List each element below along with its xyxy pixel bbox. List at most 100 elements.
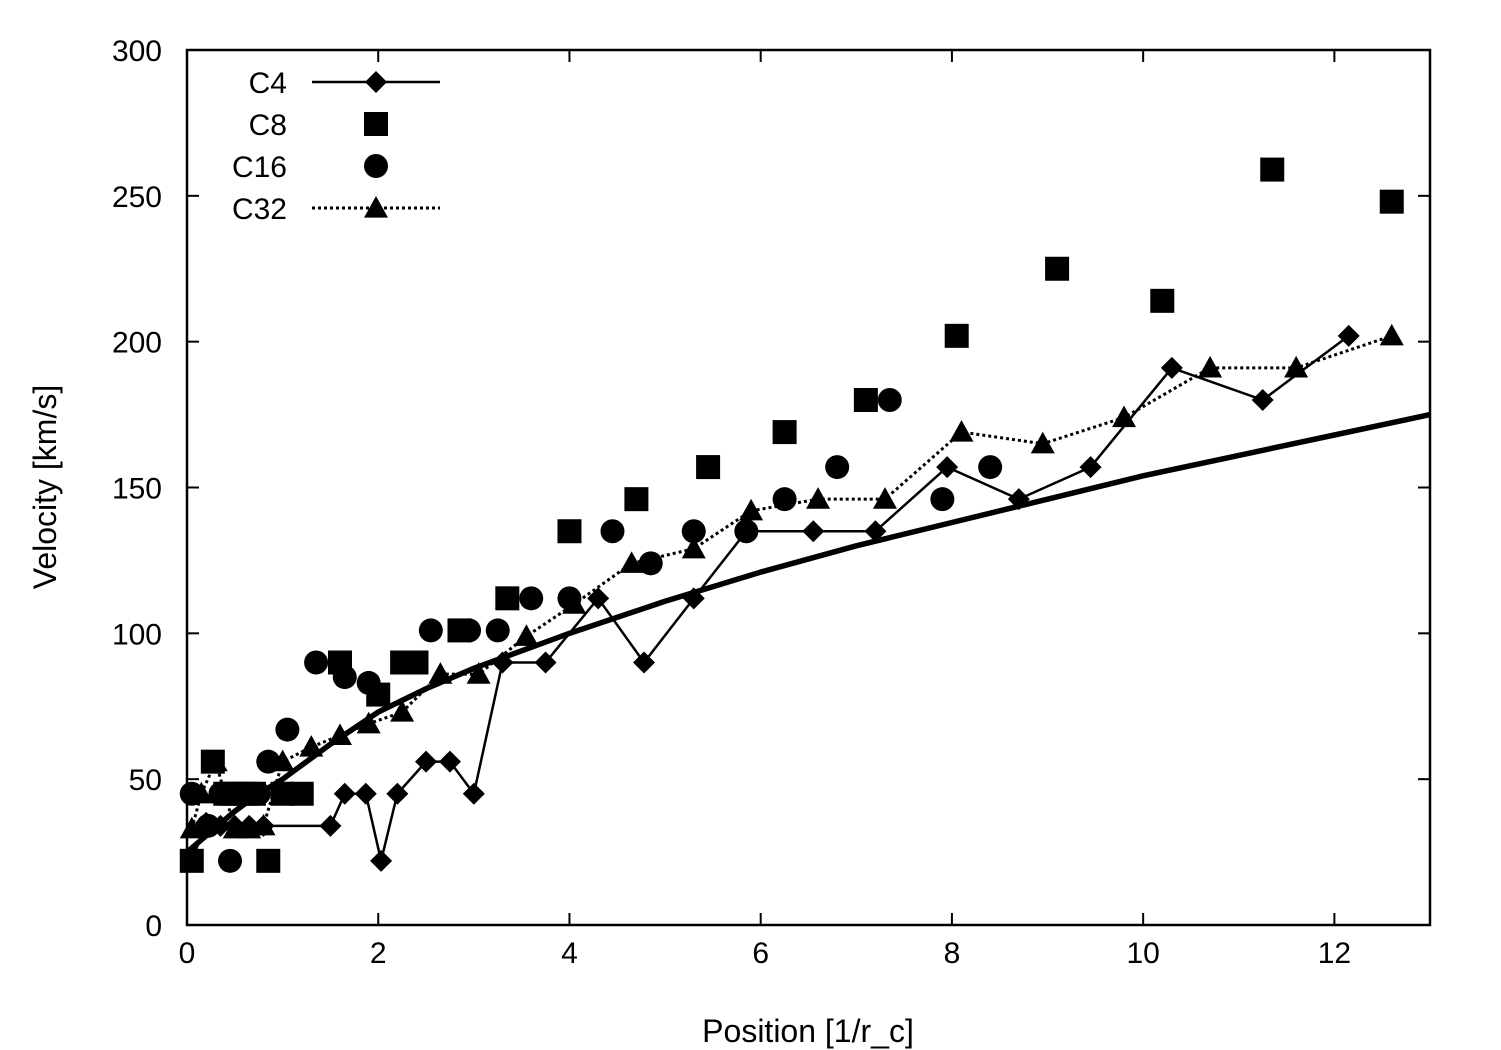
- data-point-c32: [872, 487, 897, 509]
- data-point-c4: [936, 456, 959, 479]
- y-axis-title: Velocity [km/s]: [27, 385, 63, 590]
- data-point-c8: [944, 323, 969, 348]
- data-point-c8: [179, 848, 204, 873]
- legend-marker-c8: [364, 112, 388, 136]
- data-point-c8: [624, 487, 649, 512]
- data-point-c32: [1198, 355, 1223, 378]
- series-line-c4: [190, 334, 1350, 863]
- data-point-c4: [386, 782, 409, 805]
- data-point-c32: [189, 781, 214, 804]
- series-group: [179, 157, 1404, 873]
- x-tick-label: 8: [944, 937, 961, 970]
- x-tick-label: 0: [179, 937, 196, 970]
- data-point-c16: [246, 781, 271, 806]
- data-point-c16: [519, 586, 544, 611]
- data-point-c4: [1251, 389, 1274, 411]
- axis-tick-labels: 0 2 4 6 8 10 12 0 50 100 150 200 250 300: [112, 35, 1351, 970]
- data-point-c16: [275, 717, 300, 742]
- data-point-c4: [462, 782, 485, 805]
- data-point-c4: [1160, 356, 1183, 379]
- y-tick-label: 150: [112, 473, 162, 506]
- data-point-c16: [825, 455, 850, 480]
- series-c32: [179, 323, 1404, 839]
- data-point-c32: [739, 498, 764, 521]
- y-tick-label: 250: [112, 181, 162, 214]
- data-point-c16: [772, 487, 797, 512]
- data-point-c4: [415, 750, 438, 773]
- x-tick-label: 12: [1318, 937, 1351, 970]
- legend-label-c8: C8: [249, 109, 287, 142]
- x-axis-title: Position [1/r_c]: [702, 1013, 914, 1049]
- data-point-c8: [772, 420, 797, 445]
- data-point-c4: [1007, 488, 1030, 511]
- data-point-c16: [978, 455, 1003, 480]
- data-point-c4: [491, 651, 514, 674]
- data-point-c32: [466, 662, 491, 684]
- data-point-c8: [495, 586, 520, 611]
- data-point-c16: [356, 670, 381, 695]
- data-point-c16: [332, 665, 357, 690]
- data-point-c32: [619, 551, 644, 573]
- x-tick-label: 2: [370, 937, 387, 970]
- data-point-c8: [1150, 288, 1175, 313]
- legend-marker-c16: [364, 154, 388, 178]
- data-point-c4: [682, 587, 705, 610]
- data-point-c8: [1379, 189, 1404, 214]
- data-point-c4: [587, 587, 610, 610]
- data-point-c32: [390, 700, 415, 722]
- data-point-c16: [457, 618, 482, 643]
- data-point-c16: [681, 519, 706, 544]
- y-tick-label: 300: [112, 35, 162, 68]
- data-point-c16: [218, 848, 243, 873]
- data-point-c4: [633, 651, 656, 674]
- legend: C4 C8 C16 C32: [232, 67, 440, 226]
- legend-label-c16: C16: [232, 151, 287, 184]
- data-point-c4: [319, 814, 342, 837]
- data-point-c16: [196, 813, 221, 838]
- legend-label-c32: C32: [232, 193, 287, 226]
- data-point-c4: [438, 750, 461, 773]
- data-point-c4: [1337, 324, 1360, 347]
- y-tick-label: 100: [112, 618, 162, 651]
- data-point-c16: [734, 519, 759, 544]
- data-point-c4: [802, 520, 825, 543]
- data-point-c32: [179, 816, 204, 839]
- data-point-c4: [534, 651, 557, 674]
- data-point-c8: [853, 388, 878, 412]
- data-point-c16: [304, 650, 329, 675]
- legend-marker-c4: [365, 71, 387, 93]
- data-point-c4: [354, 782, 377, 805]
- series-c4: [180, 324, 1360, 872]
- data-point-c8: [557, 519, 582, 544]
- data-point-c32: [1030, 431, 1055, 454]
- data-point-c16: [208, 781, 233, 806]
- data-point-c32: [562, 592, 587, 614]
- data-point-c32: [1284, 355, 1309, 378]
- data-point-c8: [1045, 256, 1070, 281]
- data-point-c32: [356, 711, 381, 734]
- data-point-c4: [370, 849, 393, 872]
- data-point-c8: [696, 455, 721, 480]
- data-point-c32: [299, 735, 324, 757]
- data-point-c4: [864, 520, 887, 543]
- data-point-c32: [681, 536, 706, 559]
- legend-marker-c32: [364, 196, 388, 218]
- data-point-c32: [1379, 323, 1404, 346]
- data-point-c32: [1112, 405, 1137, 428]
- x-tick-label: 10: [1126, 937, 1159, 970]
- data-point-c8: [289, 781, 314, 806]
- y-tick-label: 0: [145, 910, 162, 943]
- data-point-c4: [333, 782, 356, 805]
- data-point-c16: [600, 519, 625, 544]
- data-point-c4: [1079, 456, 1102, 479]
- data-point-c32: [949, 420, 974, 442]
- series-line-c32: [190, 334, 1393, 831]
- data-point-c32: [203, 749, 228, 772]
- x-tick-label: 6: [752, 937, 769, 970]
- model-curve: [185, 411, 1431, 855]
- data-point-c32: [327, 723, 352, 746]
- data-point-c32: [428, 662, 453, 684]
- data-point-c32: [251, 813, 276, 836]
- axis-ticks: [186, 49, 1430, 926]
